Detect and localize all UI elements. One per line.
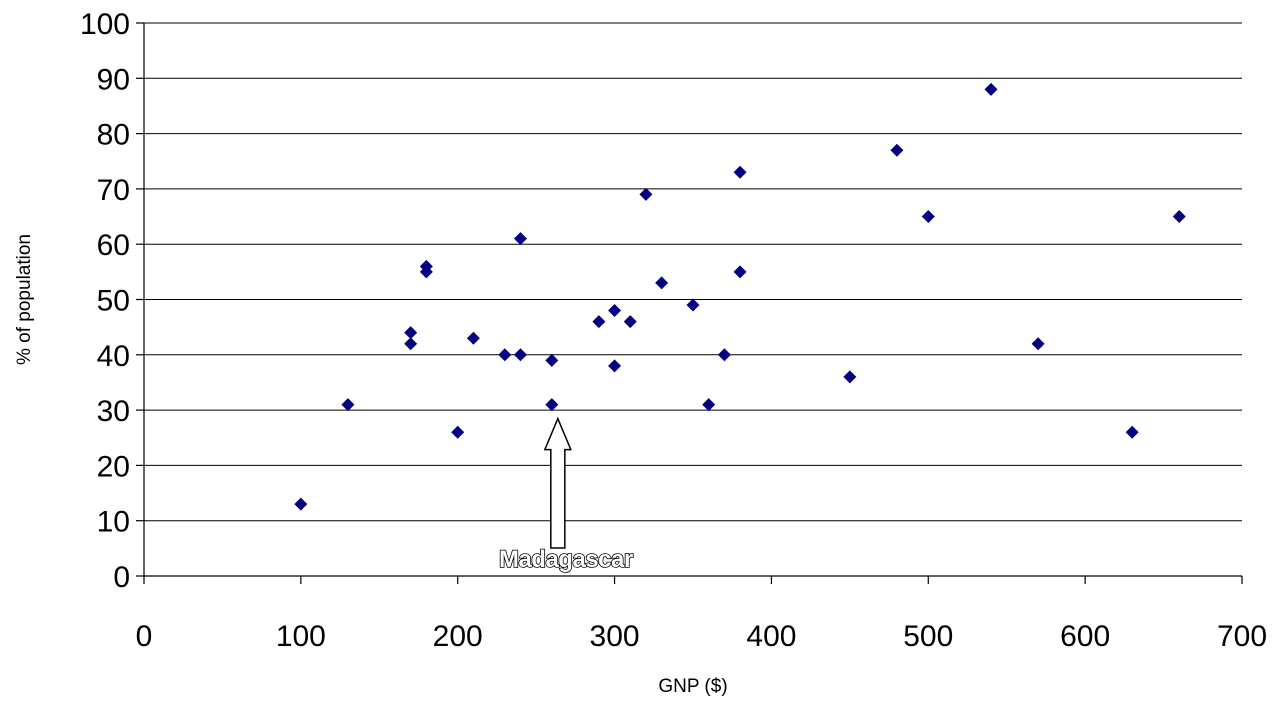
data-point [686, 298, 700, 312]
x-tick-label: 600 [1060, 620, 1110, 653]
y-tick-label: 0 [113, 561, 130, 594]
data-point [513, 348, 527, 362]
data-point [1031, 337, 1045, 351]
madagascar-annotation: Madagascar [498, 416, 634, 574]
data-point [733, 265, 747, 279]
x-tick-label: 200 [433, 620, 483, 653]
data-point [984, 82, 998, 96]
x-tick-label: 300 [590, 620, 640, 653]
data-point [1172, 210, 1186, 224]
data-point [608, 359, 622, 373]
x-tick-label: 700 [1217, 620, 1267, 653]
y-tick-label: 30 [97, 395, 130, 428]
data-point [419, 265, 433, 279]
data-point [608, 304, 622, 318]
x-axis-title: GNP ($) [658, 676, 727, 697]
gridlines [144, 22, 1242, 522]
x-tick-label: 400 [746, 620, 796, 653]
data-point [592, 315, 606, 329]
data-point [341, 398, 355, 412]
annotation-label: Madagascar [499, 546, 633, 573]
data-point [451, 425, 465, 439]
annotation-arrow [543, 416, 572, 549]
data-point [545, 398, 559, 412]
data-point [717, 348, 731, 362]
y-tick-label: 20 [97, 450, 130, 483]
data-point [404, 326, 418, 340]
data-points [294, 82, 1186, 511]
x-tick-label: 0 [136, 620, 153, 653]
y-tick-label: 90 [97, 63, 130, 96]
data-point [639, 187, 653, 201]
y-tick-label: 70 [97, 174, 130, 207]
data-point [1125, 425, 1139, 439]
data-point [702, 398, 716, 412]
data-point [466, 331, 480, 345]
data-point [545, 353, 559, 367]
y-tick-label: 60 [97, 229, 130, 262]
x-tick-label: 500 [903, 620, 953, 653]
y-tick-label: 10 [97, 506, 130, 539]
y-axis-title: % of population [14, 234, 35, 365]
data-point [498, 348, 512, 362]
y-axis-ticks: 0 10 20 30 40 50 60 70 80 90 100 [80, 8, 144, 594]
data-point [733, 165, 747, 179]
x-tick-label: 100 [276, 620, 326, 653]
data-point [623, 315, 637, 329]
data-point [921, 210, 935, 224]
data-point [294, 497, 308, 511]
data-point [843, 370, 857, 384]
data-point [404, 337, 418, 351]
y-tick-label: 100 [80, 8, 130, 41]
data-point [655, 276, 669, 290]
y-tick-label: 40 [97, 340, 130, 373]
x-axis-ticks: 0 100 200 300 400 500 600 700 [136, 576, 1267, 653]
y-tick-label: 50 [97, 285, 130, 318]
data-point [890, 143, 904, 157]
data-point [513, 232, 527, 246]
y-tick-label: 80 [97, 119, 130, 152]
